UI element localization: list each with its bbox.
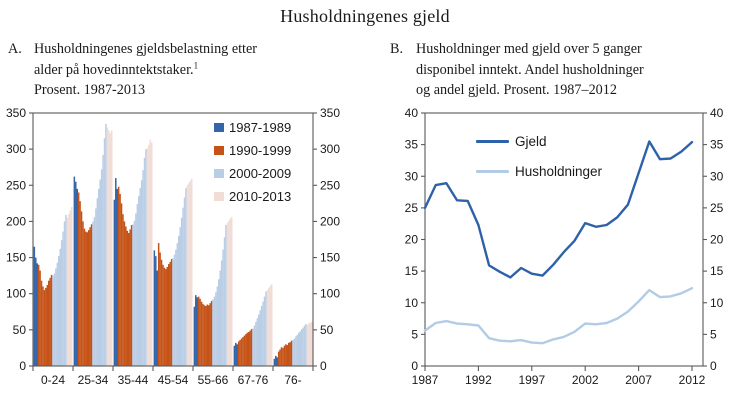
svg-text:2007: 2007 [625,373,652,387]
svg-text:200: 200 [6,214,26,228]
svg-text:1992: 1992 [465,373,492,387]
svg-text:50: 50 [320,323,334,337]
svg-text:0: 0 [19,359,26,373]
svg-text:200: 200 [320,214,340,228]
title-line: og andel gjeld. Prosent. 1987–2012 [416,82,617,98]
svg-text:150: 150 [320,251,340,265]
panel-a-letter: A. [8,41,22,57]
svg-text:2002: 2002 [572,373,599,387]
panel-a-chart: 0 0 50 50 100 100 150 150 200 200 250 250 300 300 350 3… [6,106,340,387]
panel-b-legend: Gjeld Husholdninger [476,126,602,186]
legend-swatch-2000-2009 [214,169,224,178]
svg-text:0: 0 [710,359,717,373]
svg-text:20: 20 [405,233,419,247]
svg-text:30: 30 [710,169,724,183]
panel-a-title: A. Husholdningenes gjeldsbelastning ette… [8,39,353,101]
svg-text:5: 5 [710,327,717,341]
svg-text:35: 35 [405,138,419,152]
svg-text:55-66: 55-66 [198,373,229,387]
svg-text:300: 300 [6,142,26,156]
svg-text:15: 15 [405,264,419,278]
svg-text:250: 250 [320,178,340,192]
svg-text:35-44: 35-44 [118,373,149,387]
legend-row: 1987-1989 [214,116,291,139]
legend-label: 1987-1989 [229,120,292,135]
title-line: Husholdningenes gjeldsbelastning etter [34,41,258,57]
svg-text:2012: 2012 [679,373,706,387]
svg-text:67-76: 67-76 [238,373,269,387]
svg-text:100: 100 [320,287,340,301]
svg-text:40: 40 [405,106,419,120]
panel-b-letter: B. [390,41,404,57]
svg-text:350: 350 [6,106,26,120]
legend-line-gjeld [476,139,509,143]
svg-text:10: 10 [710,296,724,310]
legend-row: 2010-2013 [214,185,291,208]
svg-text:30: 30 [405,169,419,183]
svg-text:25: 25 [405,201,419,215]
legend-label: Husholdninger [515,163,603,179]
title-line: Prosent. 1987-2013 [34,82,146,98]
figure-title: Husholdningenes gjeld [280,6,450,26]
legend-row: Husholdninger [476,156,602,186]
legend-swatch-1990-1999 [214,146,224,155]
svg-text:0: 0 [320,359,327,373]
svg-text:5: 5 [411,327,418,341]
footnote-marker: 1 [193,59,199,70]
legend-label: 2010-2013 [229,189,292,204]
svg-text:10: 10 [405,296,419,310]
legend-swatch-2010-2013 [214,192,224,201]
svg-text:45-54: 45-54 [158,373,189,387]
svg-text:76-: 76- [284,373,301,387]
svg-text:25: 25 [710,201,724,215]
legend-label: 1990-1999 [229,143,292,158]
legend-row: 1990-1999 [214,139,291,162]
panel-b-chart: 0 0 5 5 10 10 15 15 20 20 25 25 30 30 35 35 40 40 1987 1992… [405,106,724,387]
title-line: disponibel inntekt. Andel husholdninger [416,61,644,78]
legend-swatch-1987-1989 [214,123,224,132]
svg-text:1997: 1997 [518,373,545,387]
legend-line-husholdninger [476,169,509,173]
title-line: Husholdninger med gjeld over 5 ganger [416,41,642,57]
svg-text:0-24: 0-24 [41,373,65,387]
svg-text:0: 0 [411,359,418,373]
svg-text:25-34: 25-34 [78,373,109,387]
panel-a-title-text: Husholdningenes gjeldsbelastning etter a… [34,39,257,101]
svg-text:150: 150 [6,251,26,265]
legend-label: Gjeld [515,133,547,149]
panel-b-title: B. Husholdninger med gjeld over 5 ganger… [390,39,725,101]
panel-b-title-text: Husholdninger med gjeld over 5 ganger di… [416,39,644,101]
panel-a-legend: 1987-1989 1990-1999 2000-2009 2010-2013 [214,116,291,208]
svg-text:35: 35 [710,138,724,152]
svg-text:300: 300 [320,142,340,156]
svg-text:50: 50 [13,323,27,337]
title-line: alder på hovedinntektstaker. [34,61,194,78]
svg-text:100: 100 [6,287,26,301]
svg-text:40: 40 [710,106,724,120]
svg-text:350: 350 [320,106,340,120]
svg-text:250: 250 [6,178,26,192]
svg-text:20: 20 [710,233,724,247]
svg-text:15: 15 [710,264,724,278]
svg-text:1987: 1987 [412,373,439,387]
legend-label: 2000-2009 [229,166,292,181]
legend-row: Gjeld [476,126,602,156]
legend-row: 2000-2009 [214,162,291,185]
